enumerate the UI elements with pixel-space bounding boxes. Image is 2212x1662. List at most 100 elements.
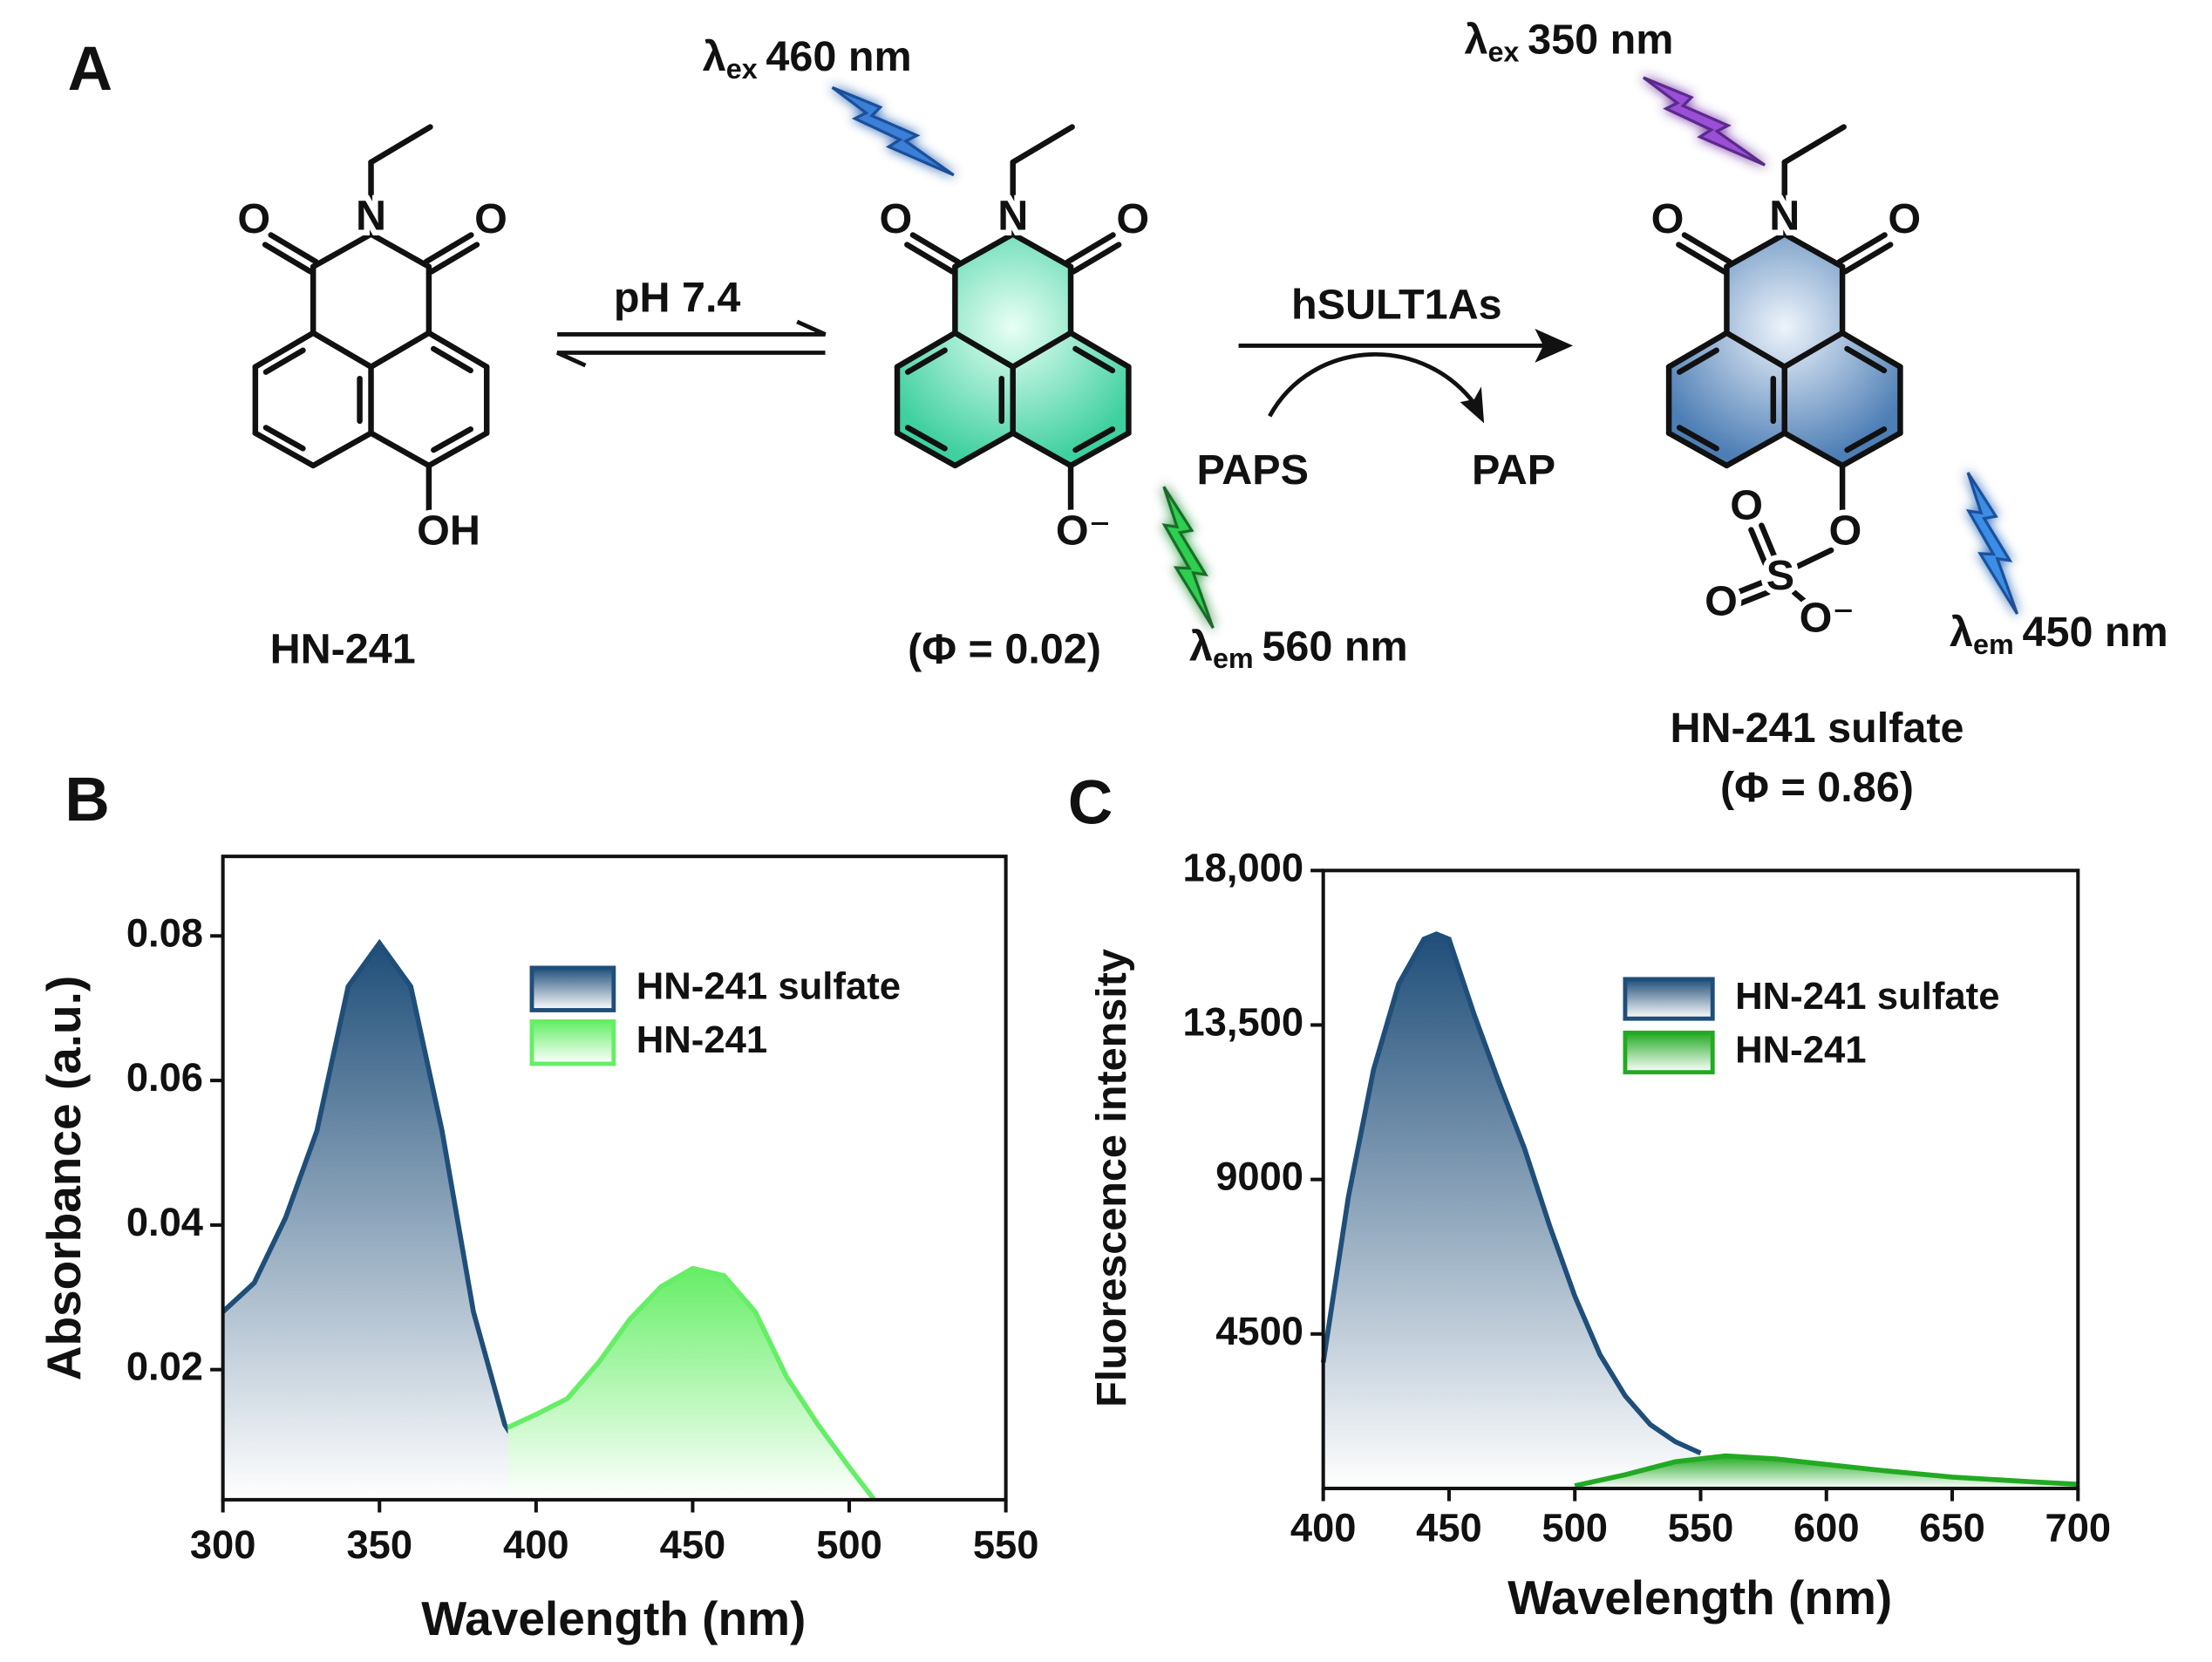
y-axis-label: Fluorescence intensity [1088,949,1135,1407]
subscript: ex [726,52,758,84]
bond [1793,547,1834,570]
atom: O [1651,195,1685,242]
x-tick-label: 300 [190,1522,256,1567]
bond [1844,345,1888,374]
bond [1010,124,1075,166]
bond [310,231,374,270]
area [1323,934,1701,1488]
x-axis-label: Wavelength (nm) [1508,1570,1892,1625]
area [222,943,787,1500]
wavelength: 450 nm [2022,609,2168,656]
bond [904,425,948,452]
molecule [252,124,490,514]
line [1320,931,1702,1456]
bond [1781,430,1846,469]
bond [904,242,956,275]
excitation-bolt [1642,76,1766,167]
bond [1665,430,1730,469]
bond [1842,242,1894,275]
bond [368,430,432,469]
atom: OH [417,507,480,554]
bond [1681,232,1732,265]
bond [1748,527,1768,567]
forward-arrow [557,319,827,337]
y-tick-label: 18,000 [1182,845,1303,889]
bond [431,426,474,453]
bond [1065,232,1116,265]
compound-name: HN-241 [270,625,416,672]
bond [1010,430,1074,469]
bond [262,347,306,375]
atom: O⁻ [1800,595,1855,642]
bond [1676,425,1719,452]
bond [1724,231,1787,270]
bond [425,430,490,469]
atom: O [880,195,913,242]
bond [423,232,474,265]
panel-a: A λex 460 nm λex 350 nm λem 560 nm λem 450 n… [68,16,2168,811]
area [1575,1455,2079,1488]
line [1574,1453,2079,1488]
bond [1010,231,1074,270]
bond [1791,589,1817,613]
x-tick-label: 350 [346,1522,412,1567]
cofactor-arrow [1268,351,1480,418]
arrow-head [1460,386,1485,424]
emission-bolt [1916,471,2069,616]
atom: O [474,195,507,242]
lambda: λ [1950,609,1973,656]
plot-frame [221,855,1008,1502]
panel-label: A [68,35,112,104]
bond [1732,578,1767,596]
bond [909,232,961,265]
wavelength: 560 nm [1262,623,1407,670]
emission-label: λem 450 nm [1950,609,2168,660]
x-tick-label: 600 [1793,1505,1860,1550]
legend-label: HN-241 [1735,1029,1866,1072]
legend-label: HN-241 sulfate [636,965,901,1008]
lambda: λ [1189,623,1213,670]
emission-bolt [1112,485,1265,630]
x-tick-label: 450 [1416,1505,1482,1550]
atom: O [1828,507,1861,554]
quantum-yield: (Φ = 0.02) [908,625,1101,672]
bond [1676,347,1719,375]
atom: O [1116,195,1149,242]
lambda: λ [1464,16,1487,63]
bond [1067,330,1132,370]
y-tick-label: 4500 [1215,1309,1303,1353]
line [507,1265,877,1502]
atom: N [997,193,1028,240]
lambda: λ [703,33,726,80]
area [507,1268,875,1500]
excitation-label: λex 460 nm [703,33,912,85]
chart: C HN-241 sulfate HN-241 4500 9000 13,500 18,00… [1068,768,2111,1625]
bond [1781,231,1846,270]
x-tick-label: 550 [1668,1505,1734,1550]
bond [894,330,958,370]
excitation-bolt [830,85,956,177]
bond [1836,232,1888,265]
y-tick-label: 0.04 [126,1200,203,1244]
molecule [894,124,1132,514]
bond [428,242,480,275]
quantum-yield: (Φ = 0.86) [1720,764,1914,811]
bond [952,430,1016,469]
structures [252,124,1903,613]
bond [1010,330,1074,370]
y-tick-label: 0.08 [126,910,203,955]
bond [268,232,319,265]
bond [368,124,433,166]
atom: O [1705,577,1738,624]
bond [1839,430,1903,469]
bond [1781,124,1847,166]
bond [894,430,958,469]
x-tick-label: 700 [2045,1505,2112,1550]
bond [1724,330,1787,370]
bond [1724,430,1787,469]
emission-label: λem 560 nm [1189,623,1408,674]
atom: S [1766,552,1794,599]
bond [1072,426,1116,453]
panel-label: B [65,766,109,834]
legend-label: HN-241 [636,1018,768,1061]
